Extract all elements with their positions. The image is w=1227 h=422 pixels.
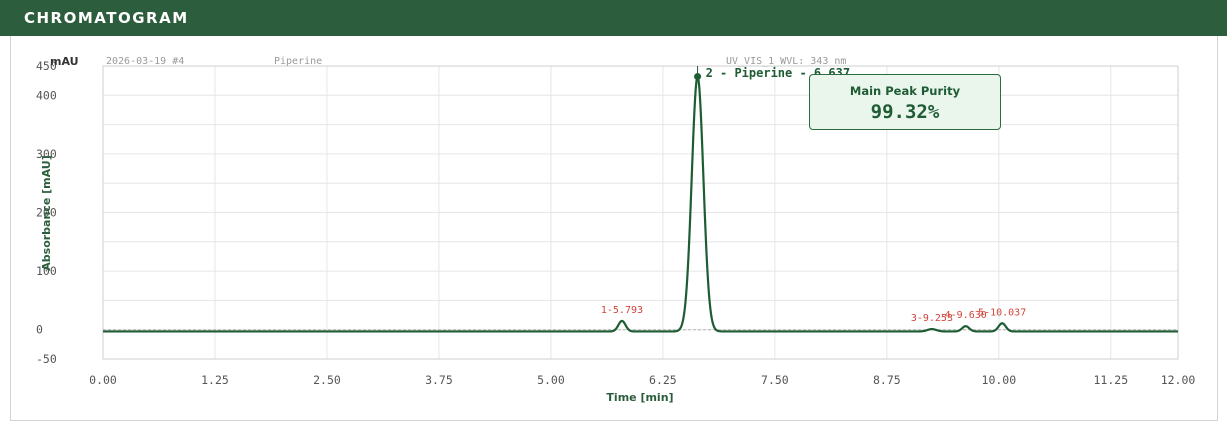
x-tick-label: 12.00 (1161, 373, 1196, 387)
x-tick-label: 5.00 (537, 373, 565, 387)
chromatogram-trace (102, 75, 1179, 333)
sample-name: Piperine (274, 56, 322, 67)
y-tick-label: 300 (36, 147, 57, 161)
purity-value: 99.32% (870, 101, 940, 123)
x-tick-label: 11.25 (1094, 373, 1129, 387)
x-tick-label: 7.50 (761, 373, 789, 387)
sample-id: 2026-03-19 #4 (106, 56, 184, 67)
x-axis-ticks: 0.00 1.25 2.50 3.75 5.00 6.25 7.50 8.75 10.00 11.… (89, 373, 1195, 387)
x-tick-label: 10.00 (982, 373, 1017, 387)
detector-label: UV_VIS_1 WVL: 343 nm (726, 56, 846, 67)
y-tick-label: 400 (36, 88, 57, 102)
main-peak-apex (694, 73, 702, 81)
peak-label: 3-9.253 (911, 313, 953, 324)
peak-label: 4-9.630 (945, 310, 987, 321)
purity-label: Main Peak Purity (849, 84, 961, 98)
x-tick-label: 1.25 (201, 373, 229, 387)
x-tick-label: 0.00 (89, 373, 117, 387)
y-tick-label: 200 (36, 206, 57, 220)
y-axis-title: Absorbance [mAU] (40, 155, 53, 270)
y-tick-label: 450 (36, 59, 57, 73)
y-tick-label: 100 (36, 264, 57, 278)
x-tick-label: 3.75 (425, 373, 453, 387)
purity-box: Main Peak Purity 99.32% (809, 74, 1001, 130)
y-unit-label: mAU (50, 55, 79, 68)
peak-label: 5-10.037 (978, 307, 1026, 318)
plot-frame (102, 65, 1179, 360)
x-axis-title: Time [min] (606, 391, 673, 404)
peak-label: 1-5.793 (601, 305, 643, 316)
chart-panel (10, 36, 1218, 421)
x-tick-label: 6.25 (649, 373, 677, 387)
chromatogram-header: CHROMATOGRAM (0, 0, 1227, 36)
y-tick-label: 0 (36, 323, 43, 337)
header-title: CHROMATOGRAM (24, 9, 189, 27)
y-axis-ticks: 450 400 300 200 100 0 -50 (36, 59, 57, 366)
y-tick-label: -50 (36, 352, 57, 366)
x-tick-label: 8.75 (873, 373, 901, 387)
x-tick-label: 2.50 (313, 373, 341, 387)
